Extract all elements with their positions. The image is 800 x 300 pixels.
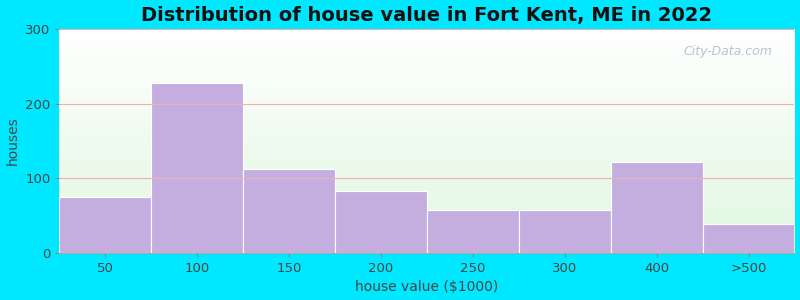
Y-axis label: houses: houses xyxy=(6,116,19,165)
Bar xyxy=(518,210,610,253)
Bar xyxy=(610,162,702,253)
Bar xyxy=(151,82,243,253)
Bar xyxy=(243,169,335,253)
X-axis label: house value ($1000): house value ($1000) xyxy=(355,280,498,294)
Bar xyxy=(427,210,518,253)
Title: Distribution of house value in Fort Kent, ME in 2022: Distribution of house value in Fort Kent… xyxy=(142,6,713,25)
Bar xyxy=(59,197,151,253)
Bar xyxy=(702,224,794,253)
Text: City-Data.com: City-Data.com xyxy=(683,45,772,58)
Bar xyxy=(335,191,427,253)
